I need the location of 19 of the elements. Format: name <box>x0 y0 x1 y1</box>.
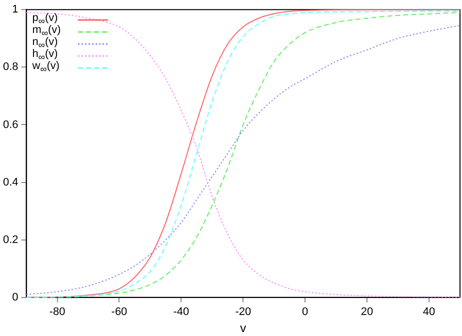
legend-label: h$_{∞}$(v) <box>32 48 58 62</box>
x-tick-label: -80 <box>49 306 66 318</box>
y-tick-label: 0.6 <box>2 118 18 131</box>
x-tick-label: 20 <box>360 306 374 318</box>
y-tick-label: 1 <box>12 4 18 16</box>
x-tick-label: 40 <box>422 306 436 318</box>
legend-label: m$_{∞}$(v) <box>32 24 61 38</box>
x-axis-title: v <box>240 321 246 336</box>
legend-label: w$_{∞}$(v) <box>32 60 61 76</box>
x-tick-label: -40 <box>173 306 190 318</box>
x-tick-label: 0 <box>302 306 308 318</box>
legend-label: p$_{∞}$(v) <box>32 12 58 26</box>
y-tick-label: 0.2 <box>2 234 18 246</box>
x-tick-label: -60 <box>111 306 128 318</box>
y-tick-label: 0 <box>12 291 18 304</box>
legend-label: n$_{∞}$(v) <box>32 36 58 50</box>
x-tick-label: -20 <box>235 306 252 318</box>
y-tick-label: 0.8 <box>2 61 18 74</box>
y-tick-label: 0.4 <box>2 176 18 188</box>
